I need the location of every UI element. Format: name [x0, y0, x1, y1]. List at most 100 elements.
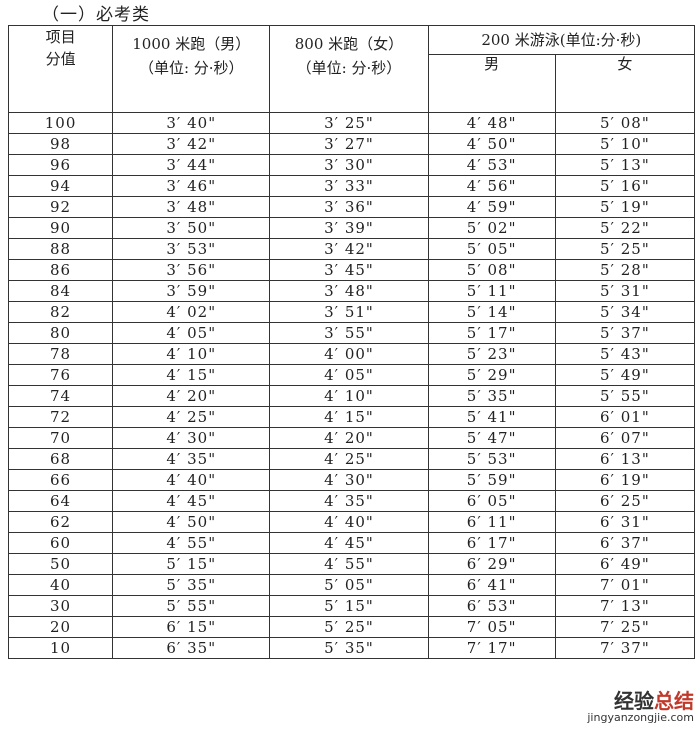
table-row: 76 4′ 15" 4′ 05" 5′ 29" 5′ 49"	[7, 364, 696, 386]
table-row: 90 3′ 50" 3′ 39" 5′ 02" 5′ 22"	[7, 217, 696, 239]
table-row: 88 3′ 53" 3′ 42" 5′ 05" 5′ 25"	[7, 238, 696, 260]
run1000-cell: 4′ 50"	[112, 511, 271, 533]
swim-female-cell: 5′ 31"	[554, 280, 696, 302]
score-cell: 62	[7, 511, 114, 533]
run800-cell: 4′ 35"	[269, 490, 429, 512]
run1000-cell: 3′ 46"	[112, 175, 271, 197]
swim-female-cell: 5′ 34"	[554, 301, 696, 323]
score-cell: 72	[7, 406, 114, 428]
run800-cell: 5′ 25"	[269, 616, 429, 638]
watermark-text2: 总结	[654, 689, 694, 713]
table-row: 74 4′ 20" 4′ 10" 5′ 35" 5′ 55"	[7, 385, 696, 407]
swim-male-cell: 5′ 29"	[427, 364, 556, 386]
swim-female-cell: 5′ 28"	[554, 259, 696, 281]
swim-male-cell: 5′ 17"	[427, 322, 556, 344]
run800-cell: 5′ 15"	[269, 595, 429, 617]
swim-female-cell: 6′ 31"	[554, 511, 696, 533]
score-cell: 40	[7, 574, 114, 596]
swim-female-cell: 5′ 55"	[554, 385, 696, 407]
run800-cell: 3′ 55"	[269, 322, 429, 344]
table-row: 100 3′ 40" 3′ 25" 4′ 48" 5′ 08"	[7, 112, 696, 134]
swim-male-cell: 6′ 05"	[427, 490, 556, 512]
run800-cell: 4′ 55"	[269, 553, 429, 575]
table-row: 80 4′ 05" 3′ 55" 5′ 17" 5′ 37"	[7, 322, 696, 344]
swim-male-cell: 6′ 29"	[427, 553, 556, 575]
table-row: 66 4′ 40" 4′ 30" 5′ 59" 6′ 19"	[7, 469, 696, 491]
swim-female-cell: 7′ 01"	[554, 574, 696, 596]
swim-male-cell: 5′ 08"	[427, 259, 556, 281]
table-row: 30 5′ 55" 5′ 15" 6′ 53" 7′ 13"	[7, 595, 696, 617]
run1000-cell: 3′ 44"	[112, 154, 271, 176]
table-row: 70 4′ 30" 4′ 20" 5′ 47" 6′ 07"	[7, 427, 696, 449]
swim-male-cell: 6′ 41"	[427, 574, 556, 596]
swim-male-cell: 5′ 59"	[427, 469, 556, 491]
score-cell: 76	[7, 364, 114, 386]
run1000-cell: 4′ 30"	[112, 427, 271, 449]
score-table: 项目 分值 1000 米跑（男） （单位: 分·秒） 800 米跑（女） （单位…	[7, 25, 696, 659]
score-cell: 64	[7, 490, 114, 512]
run800-cell: 4′ 10"	[269, 385, 429, 407]
swim-female-cell: 5′ 08"	[554, 112, 696, 134]
swim-female-cell: 5′ 25"	[554, 238, 696, 260]
table-row: 94 3′ 46" 3′ 33" 4′ 56" 5′ 16"	[7, 175, 696, 197]
swim-male-cell: 5′ 47"	[427, 427, 556, 449]
score-cell: 96	[7, 154, 114, 176]
swim-male-cell: 5′ 35"	[427, 385, 556, 407]
run1000-cell: 3′ 48"	[112, 196, 271, 218]
score-cell: 68	[7, 448, 114, 470]
run1000-cell: 4′ 15"	[112, 364, 271, 386]
table-row: 20 6′ 15" 5′ 25" 7′ 05" 7′ 25"	[7, 616, 696, 638]
swim-male-cell: 5′ 14"	[427, 301, 556, 323]
run1000-cell: 3′ 50"	[112, 217, 271, 239]
run1000-cell: 4′ 45"	[112, 490, 271, 512]
header-score: 分值	[45, 50, 76, 68]
header-swim-female: 女	[554, 54, 696, 113]
score-cell: 84	[7, 280, 114, 302]
run1000-cell: 3′ 59"	[112, 280, 271, 302]
swim-female-cell: 7′ 13"	[554, 595, 696, 617]
run800-cell: 5′ 05"	[269, 574, 429, 596]
header-1000m-unit: （单位: 分·秒）	[138, 59, 244, 77]
header-800m-label: 800 米跑（女）	[294, 35, 404, 53]
run800-cell: 4′ 15"	[269, 406, 429, 428]
swim-male-cell: 4′ 50"	[427, 133, 556, 155]
score-cell: 78	[7, 343, 114, 365]
swim-male-cell: 4′ 56"	[427, 175, 556, 197]
swim-male-cell: 4′ 48"	[427, 112, 556, 134]
run1000-cell: 4′ 40"	[112, 469, 271, 491]
score-cell: 30	[7, 595, 114, 617]
swim-female-cell: 5′ 19"	[554, 196, 696, 218]
run800-cell: 4′ 00"	[269, 343, 429, 365]
score-cell: 66	[7, 469, 114, 491]
table-row: 78 4′ 10" 4′ 00" 5′ 23" 5′ 43"	[7, 343, 696, 365]
run800-cell: 3′ 30"	[269, 154, 429, 176]
table-row: 84 3′ 59" 3′ 48" 5′ 11" 5′ 31"	[7, 280, 696, 302]
run1000-cell: 4′ 55"	[112, 532, 271, 554]
run1000-cell: 4′ 10"	[112, 343, 271, 365]
header-1000m: 1000 米跑（男） （单位: 分·秒）	[112, 25, 271, 113]
swim-female-cell: 6′ 19"	[554, 469, 696, 491]
swim-female-cell: 5′ 37"	[554, 322, 696, 344]
run1000-cell: 6′ 35"	[112, 637, 271, 659]
table-row: 68 4′ 35" 4′ 25" 5′ 53" 6′ 13"	[7, 448, 696, 470]
run1000-cell: 3′ 40"	[112, 112, 271, 134]
swim-female-cell: 6′ 25"	[554, 490, 696, 512]
run800-cell: 3′ 33"	[269, 175, 429, 197]
table-row: 92 3′ 48" 3′ 36" 4′ 59" 5′ 19"	[7, 196, 696, 218]
swim-female-cell: 5′ 10"	[554, 133, 696, 155]
score-cell: 98	[7, 133, 114, 155]
run800-cell: 4′ 25"	[269, 448, 429, 470]
table-row: 10 6′ 35" 5′ 35" 7′ 17" 7′ 37"	[7, 637, 696, 659]
score-cell: 10	[7, 637, 114, 659]
score-cell: 86	[7, 259, 114, 281]
run1000-cell: 5′ 55"	[112, 595, 271, 617]
header-row: 项目 分值 1000 米跑（男） （单位: 分·秒） 800 米跑（女） （单位…	[7, 25, 696, 113]
table-row: 72 4′ 25" 4′ 15" 5′ 41" 6′ 01"	[7, 406, 696, 428]
watermark-url: jingyanzongjie.com	[587, 711, 694, 724]
swim-female-cell: 5′ 22"	[554, 217, 696, 239]
score-cell: 70	[7, 427, 114, 449]
run800-cell: 3′ 36"	[269, 196, 429, 218]
table-row: 40 5′ 35" 5′ 05" 6′ 41" 7′ 01"	[7, 574, 696, 596]
swim-female-cell: 5′ 16"	[554, 175, 696, 197]
swim-male-cell: 7′ 17"	[427, 637, 556, 659]
